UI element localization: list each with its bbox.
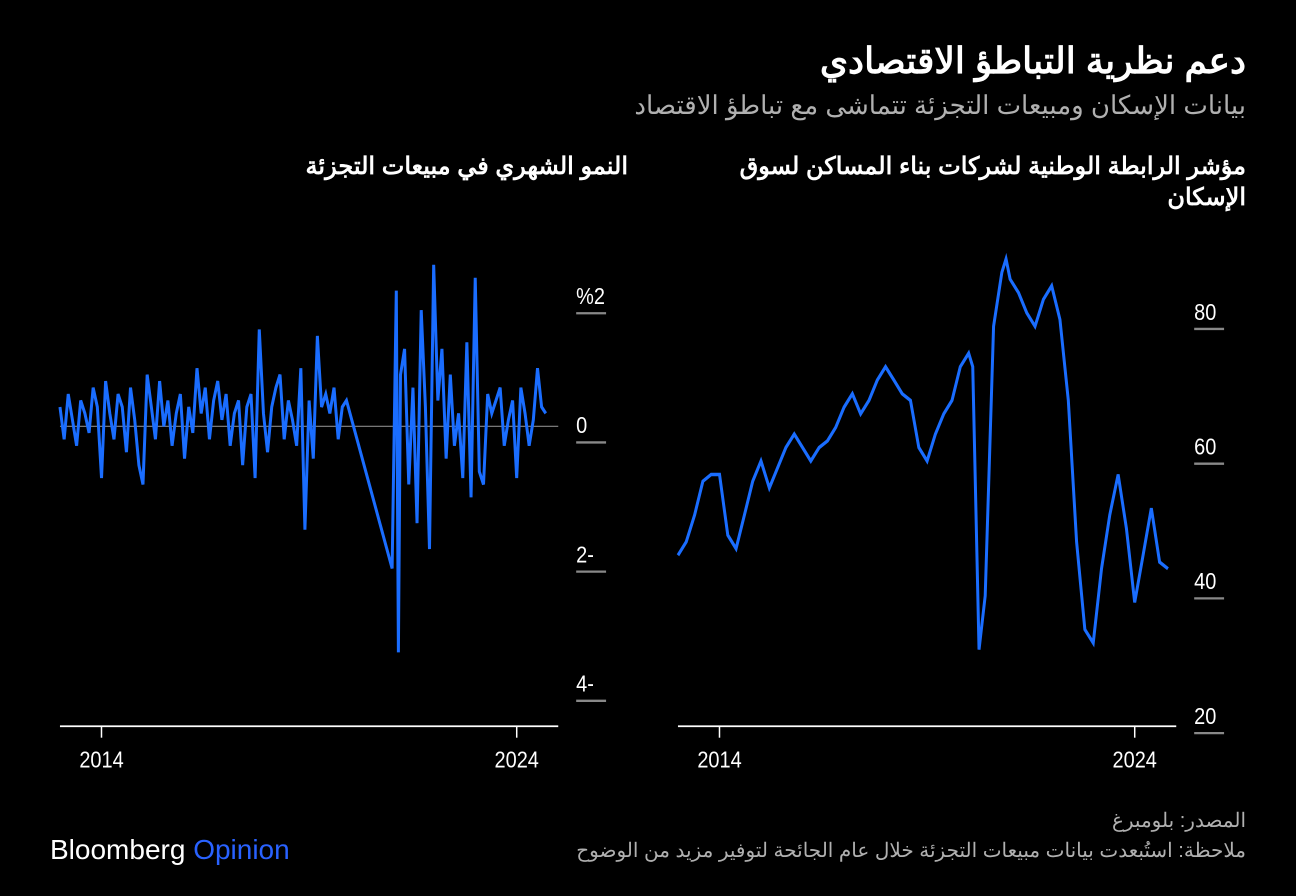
svg-text:2014: 2014 [697, 747, 741, 773]
chart-title-retail: النمو الشهري في مبيعات التجزئة [50, 151, 628, 219]
note-text: ملاحظة: استُبعدت بيانات مبيعات التجزئة خ… [576, 836, 1246, 866]
svg-text:2014: 2014 [79, 747, 123, 773]
brand-accent: Opinion [193, 834, 290, 865]
footer: المصدر: بلومبرغ ملاحظة: استُبعدت بيانات … [50, 806, 1246, 866]
svg-text:20: 20 [1194, 704, 1216, 730]
chart-panel-retail: النمو الشهري في مبيعات التجزئة 4- 2- 0 %2 20… [50, 151, 628, 786]
source-text: المصدر: بلومبرغ [576, 806, 1246, 836]
chart-area-retail: 4- 2- 0 %2 2014 2024 [50, 234, 628, 786]
subtitle: بيانات الإسكان ومبيعات التجزئة تتماشى مع… [50, 90, 1246, 121]
svg-text:2024: 2024 [495, 747, 539, 773]
brand-logo: Bloomberg Opinion [50, 834, 290, 866]
svg-text:%2: %2 [576, 284, 605, 310]
chart-title-housing: مؤشر الرابطة الوطنية لشركات بناء المساكن… [668, 151, 1246, 219]
chart-panel-housing: مؤشر الرابطة الوطنية لشركات بناء المساكن… [668, 151, 1246, 786]
main-title: دعم نظرية التباطؤ الاقتصادي [50, 40, 1246, 82]
svg-text:0: 0 [576, 413, 587, 439]
svg-text:2-: 2- [576, 542, 594, 568]
chart-svg-housing: 20 40 60 80 2014 2024 [668, 234, 1246, 786]
svg-text:40: 40 [1194, 569, 1216, 595]
brand-main: Bloomberg [50, 834, 185, 865]
chart-container: دعم نظرية التباطؤ الاقتصادي بيانات الإسك… [0, 0, 1296, 896]
svg-text:2024: 2024 [1113, 747, 1157, 773]
svg-text:60: 60 [1194, 434, 1216, 460]
svg-text:80: 80 [1194, 299, 1216, 325]
charts-row: مؤشر الرابطة الوطنية لشركات بناء المساكن… [50, 151, 1246, 786]
footer-text: المصدر: بلومبرغ ملاحظة: استُبعدت بيانات … [576, 806, 1246, 866]
chart-svg-retail: 4- 2- 0 %2 2014 2024 [50, 234, 628, 786]
svg-text:4-: 4- [576, 671, 594, 697]
chart-area-housing: 20 40 60 80 2014 2024 [668, 234, 1246, 786]
